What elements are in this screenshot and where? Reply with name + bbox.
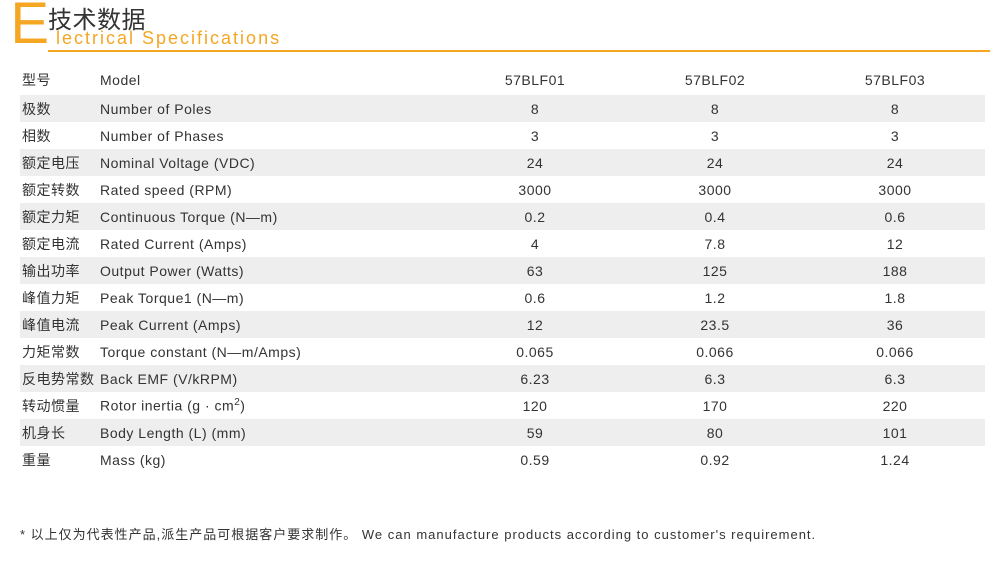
cell-label-cn: 重量 [20, 450, 100, 470]
cell-label-cn: 峰值力矩 [20, 288, 100, 308]
header-label-en: Model [100, 72, 445, 88]
cell-value: 6.3 [625, 371, 805, 387]
cell-label-en: Body Length (L) (mm) [100, 425, 445, 441]
cell-label-cn: 额定转数 [20, 180, 100, 200]
cell-value: 8 [625, 101, 805, 117]
table-row: 输出功率Output Power (Watts)63125188 [20, 257, 985, 284]
cell-label-cn: 输出功率 [20, 261, 100, 281]
cell-value: 3 [445, 128, 625, 144]
cell-label-en: Number of Poles [100, 101, 445, 117]
cell-label-en: Back EMF (V/kRPM) [100, 371, 445, 387]
table-row: 峰值电流Peak Current (Amps)1223.536 [20, 311, 985, 338]
cell-value: 120 [445, 398, 625, 414]
cell-label-cn: 峰值电流 [20, 315, 100, 335]
decorative-letter: E [10, 0, 50, 53]
cell-label-en: Nominal Voltage (VDC) [100, 155, 445, 171]
cell-value: 3 [625, 128, 805, 144]
cell-label-cn: 额定电压 [20, 153, 100, 173]
table-row: 相数Number of Phases333 [20, 122, 985, 149]
table-row: 反电势常数Back EMF (V/kRPM)6.236.36.3 [20, 365, 985, 392]
cell-value: 0.59 [445, 452, 625, 468]
header-underline [48, 50, 990, 52]
cell-value: 125 [625, 263, 805, 279]
table-row: 额定电压Nominal Voltage (VDC)242424 [20, 149, 985, 176]
cell-label-en: Rotor inertia (g · cm2) [100, 397, 445, 414]
header-model-1: 57BLF01 [445, 72, 625, 88]
cell-value: 0.4 [625, 209, 805, 225]
cell-value: 36 [805, 317, 985, 333]
cell-value: 24 [625, 155, 805, 171]
spec-table: 型号 Model 57BLF01 57BLF02 57BLF03 极数Numbe… [0, 65, 1000, 473]
header-model-2: 57BLF02 [625, 72, 805, 88]
cell-value: 4 [445, 236, 625, 252]
table-row: 重量Mass (kg)0.590.921.24 [20, 446, 985, 473]
cell-value: 0.6 [805, 209, 985, 225]
cell-label-cn: 极数 [20, 99, 100, 119]
header-model-3: 57BLF03 [805, 72, 985, 88]
cell-value: 6.23 [445, 371, 625, 387]
cell-value: 24 [445, 155, 625, 171]
cell-label-en: Continuous Torque (N—m) [100, 209, 445, 225]
table-row: 额定力矩Continuous Torque (N—m)0.20.40.6 [20, 203, 985, 230]
cell-label-en: Rated Current (Amps) [100, 236, 445, 252]
page-header: E 技术数据 lectrical Specifications [0, 0, 1000, 55]
cell-value: 0.2 [445, 209, 625, 225]
cell-value: 0.066 [625, 344, 805, 360]
cell-label-cn: 相数 [20, 126, 100, 146]
cell-label-en: Mass (kg) [100, 452, 445, 468]
cell-value: 8 [805, 101, 985, 117]
table-row: 峰值力矩Peak Torque1 (N—m)0.61.21.8 [20, 284, 985, 311]
cell-value: 59 [445, 425, 625, 441]
cell-label-cn: 转动惯量 [20, 396, 100, 416]
cell-value: 7.8 [625, 236, 805, 252]
cell-value: 0.92 [625, 452, 805, 468]
cell-value: 6.3 [805, 371, 985, 387]
cell-label-en: Output Power (Watts) [100, 263, 445, 279]
cell-label-en: Number of Phases [100, 128, 445, 144]
table-row: 转动惯量Rotor inertia (g · cm2)120170220 [20, 392, 985, 419]
table-row: 额定电流Rated Current (Amps)47.812 [20, 230, 985, 257]
cell-value: 63 [445, 263, 625, 279]
cell-label-cn: 额定电流 [20, 234, 100, 254]
cell-value: 0.065 [445, 344, 625, 360]
cell-label-en: Rated speed (RPM) [100, 182, 445, 198]
header-label-cn: 型号 [20, 70, 100, 90]
cell-value: 1.2 [625, 290, 805, 306]
cell-label-cn: 额定力矩 [20, 207, 100, 227]
cell-label-cn: 机身长 [20, 423, 100, 443]
cell-value: 0.6 [445, 290, 625, 306]
cell-value: 1.24 [805, 452, 985, 468]
cell-value: 12 [445, 317, 625, 333]
cell-value: 220 [805, 398, 985, 414]
cell-value: 80 [625, 425, 805, 441]
cell-label-en: Torque constant (N—m/Amps) [100, 344, 445, 360]
table-header-row: 型号 Model 57BLF01 57BLF02 57BLF03 [20, 65, 985, 95]
cell-label-cn: 反电势常数 [20, 369, 100, 389]
cell-value: 1.8 [805, 290, 985, 306]
cell-label-en: Peak Current (Amps) [100, 317, 445, 333]
cell-value: 101 [805, 425, 985, 441]
cell-value: 12 [805, 236, 985, 252]
cell-value: 3000 [625, 182, 805, 198]
cell-value: 188 [805, 263, 985, 279]
table-row: 力矩常数Torque constant (N—m/Amps)0.0650.066… [20, 338, 985, 365]
cell-value: 3 [805, 128, 985, 144]
cell-value: 3000 [445, 182, 625, 198]
table-row: 额定转数Rated speed (RPM)300030003000 [20, 176, 985, 203]
title-english: lectrical Specifications [56, 28, 281, 49]
cell-value: 170 [625, 398, 805, 414]
table-body: 极数Number of Poles888相数Number of Phases33… [20, 95, 985, 473]
cell-value: 24 [805, 155, 985, 171]
table-row: 机身长Body Length (L) (mm)5980101 [20, 419, 985, 446]
cell-value: 3000 [805, 182, 985, 198]
cell-value: 0.066 [805, 344, 985, 360]
cell-label-cn: 力矩常数 [20, 342, 100, 362]
footnote: * 以上仅为代表性产品,派生产品可根据客户要求制作。 We can manufa… [20, 524, 816, 543]
table-row: 极数Number of Poles888 [20, 95, 985, 122]
cell-value: 8 [445, 101, 625, 117]
cell-label-en: Peak Torque1 (N—m) [100, 290, 445, 306]
cell-value: 23.5 [625, 317, 805, 333]
